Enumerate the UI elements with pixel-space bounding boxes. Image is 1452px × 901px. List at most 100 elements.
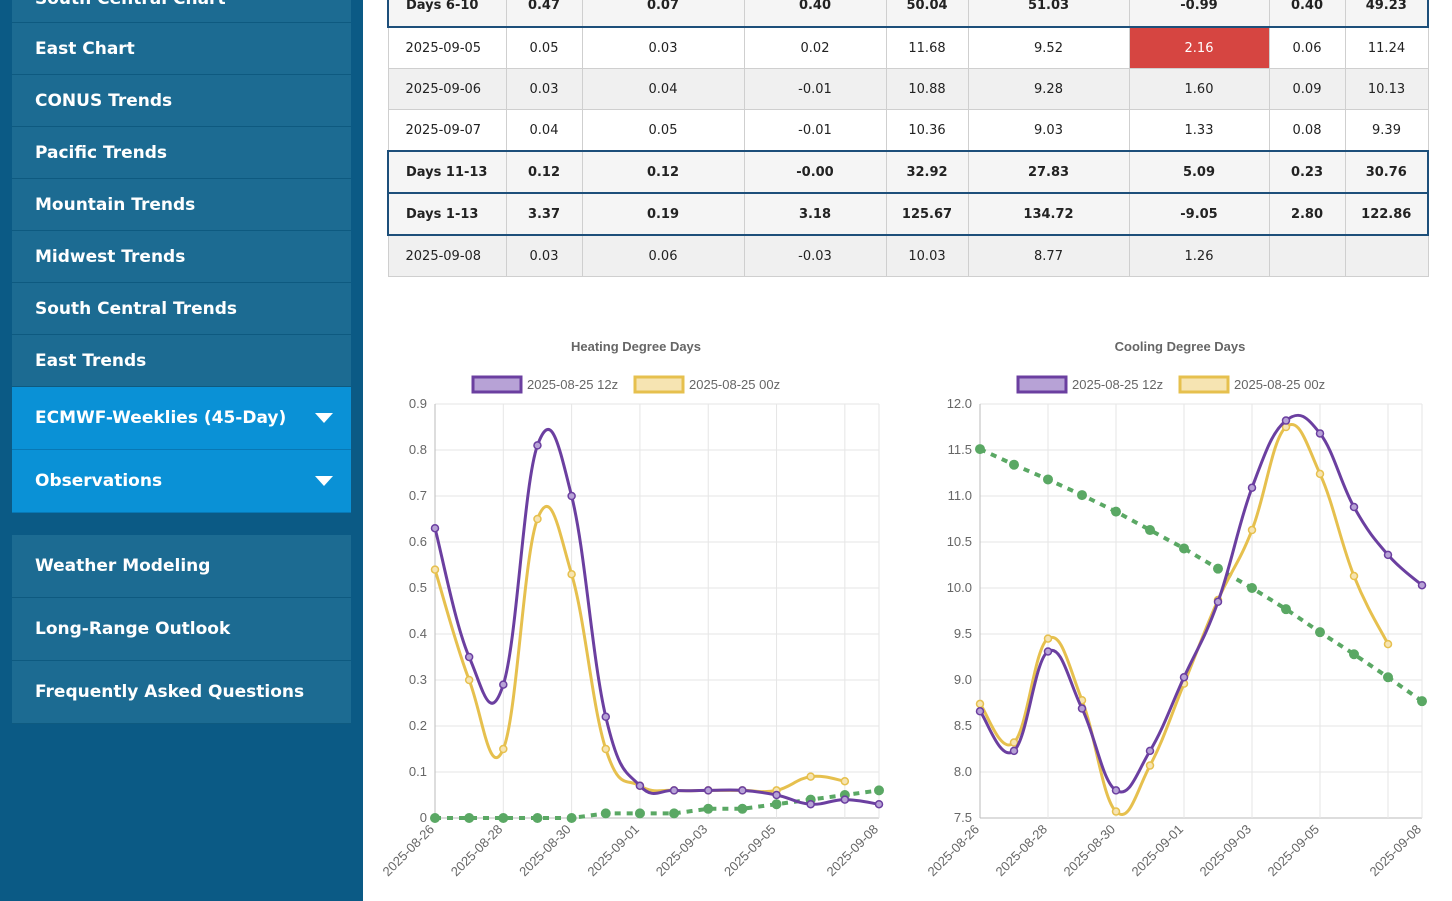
sidebar-item-midwest-trends[interactable]: Midwest Trends [12, 231, 351, 283]
data-point [703, 786, 713, 795]
table-cell: 11.24 [1344, 26, 1429, 69]
sidebar-item-mountain-trends[interactable]: Mountain Trends [12, 179, 351, 231]
x-tick-label: 2025-08-30 [1060, 822, 1118, 880]
sidebar-item-long-range-outlook[interactable]: Long-Range Outlook [12, 598, 351, 661]
table-cell: 0.40 [743, 0, 887, 28]
table-cell: 0.12 [505, 150, 583, 194]
data-point [1247, 483, 1257, 492]
data-point [1179, 672, 1189, 682]
charts-area: Heating Degree Days 2025-08-25 12z 2025-08… [379, 339, 1427, 880]
x-tick-label: 2025-09-03 [653, 822, 711, 880]
table-cell: -0.01 [743, 109, 887, 152]
sidebar-item-weather-modeling[interactable]: Weather Modeling [12, 535, 351, 598]
table-cell: 27.83 [967, 150, 1130, 194]
x-tick-label: 2025-09-05 [721, 822, 779, 880]
data-point [1009, 746, 1019, 756]
data-point [806, 799, 815, 809]
table-cell: -9.05 [1128, 192, 1270, 236]
data-point [600, 808, 611, 819]
sidebar-item-conus-trends[interactable]: CONUS Trends [12, 75, 351, 127]
data-point [1281, 604, 1291, 615]
data-point [772, 790, 781, 800]
x-tick-label: 2025-08-26 [924, 822, 982, 880]
y-tick-label: 8.5 [954, 718, 972, 733]
table-cell: 0.23 [1268, 150, 1346, 194]
sidebar-item-east-trends[interactable]: East Trends [12, 335, 351, 387]
table-cell: 30.76 [1344, 150, 1429, 194]
x-tick-label: 2025-09-05 [1264, 822, 1322, 880]
table-cell: Days 1-13 [387, 192, 507, 236]
x-tick-label: 2025-08-26 [379, 822, 437, 880]
sidebar-item-observations[interactable]: Observations [12, 450, 351, 513]
table-row: Days 1-13 3.37 0.19 3.18 125.67 134.72 -9.05 2.… [387, 192, 1429, 236]
data-point [669, 808, 680, 819]
x-tick-label: 2025-09-01 [1128, 822, 1186, 880]
degree-days-table: Days 6-10 0.47 0.07 0.40 50.04 51.03 -0.99 0.40… [387, 0, 1429, 277]
table-cell: 0.03 [581, 26, 745, 69]
data-point [975, 707, 985, 716]
table-cell: 3.18 [743, 192, 887, 236]
data-point [1111, 786, 1121, 795]
table-cell: 8.77 [967, 234, 1130, 277]
table-cell: -0.99 [1128, 0, 1270, 28]
data-point [498, 813, 509, 823]
y-tick-label: 11.0 [948, 488, 972, 503]
data-point [430, 565, 440, 574]
table-cell: 51.03 [967, 0, 1130, 28]
table-cell: 0.04 [505, 109, 583, 152]
sidebar-item-south-central-chart[interactable]: South Central Chart [12, 0, 351, 23]
chart-title: Heating Degree Days [571, 339, 701, 354]
x-tick-label: 2025-09-08 [823, 822, 881, 880]
sidebar-menu: South Central Chart East Chart CONUS Tre… [12, 0, 351, 513]
main-content: Days 6-10 0.47 0.07 0.40 50.04 51.03 -0.99 0.40… [363, 0, 1452, 901]
x-tick-label: 2025-09-08 [1366, 822, 1424, 880]
data-point [464, 675, 474, 685]
sidebar-item-pacific-trends[interactable]: Pacific Trends [12, 127, 351, 179]
data-point [533, 514, 542, 524]
y-tick-label: 0.6 [409, 534, 427, 549]
data-point [975, 444, 985, 455]
sidebar-item-label: ECMWF-Weeklies (45-Day) [35, 408, 287, 428]
data-point [1077, 490, 1087, 501]
legend-label: 2025-08-25 00z [1234, 377, 1325, 392]
table-cell: 2025-09-08 [387, 234, 507, 277]
table-cell: 125.67 [885, 192, 969, 236]
table-cell: 5.09 [1128, 150, 1270, 194]
data-point [874, 785, 884, 796]
y-tick-label: 9.5 [954, 626, 972, 641]
table-row: 2025-09-06 0.03 0.04 -0.01 10.88 9.28 1.60 0.09… [387, 68, 1429, 110]
data-point [430, 523, 440, 533]
data-point [1043, 474, 1053, 485]
y-tick-label: 0.9 [409, 396, 427, 411]
sidebar-menu-secondary: Weather Modeling Long-Range Outlook Freq… [12, 535, 351, 724]
series-line [435, 788, 880, 820]
y-tick-label: 0.4 [409, 626, 427, 641]
data-point [840, 795, 850, 804]
x-tick-label: 2025-09-01 [584, 822, 642, 880]
data-point [566, 813, 577, 823]
data-point [1111, 506, 1121, 517]
table-cell: 9.28 [967, 68, 1130, 110]
data-point [1383, 672, 1393, 683]
series-line [978, 413, 1423, 794]
data-point [1417, 696, 1427, 707]
data-point [635, 781, 645, 791]
sidebar-item-faq[interactable]: Frequently Asked Questions [12, 661, 351, 724]
table-row: Days 11-13 0.12 0.12 -0.00 32.92 27.83 5.09 0.2… [387, 150, 1429, 194]
y-tick-label: 0.2 [409, 718, 427, 733]
table-cell: 1.26 [1128, 234, 1270, 277]
data-point [1077, 704, 1087, 713]
sidebar-item-south-central-trends[interactable]: South Central Trends [12, 283, 351, 335]
table-cell: Days 6-10 [387, 0, 507, 28]
table-cell: 9.39 [1344, 109, 1429, 152]
table-cell: -0.00 [743, 150, 887, 194]
sidebar-item-east-chart[interactable]: East Chart [12, 23, 351, 75]
legend-label: 2025-08-25 12z [527, 377, 618, 392]
table-cell: 0.03 [505, 234, 583, 277]
data-point [1349, 502, 1359, 512]
legend-swatch [471, 375, 523, 394]
data-point [1145, 761, 1155, 770]
data-point [1349, 571, 1359, 581]
table-cell: 0.19 [581, 192, 745, 236]
sidebar-item-ecmwf-weeklies[interactable]: ECMWF-Weeklies (45-Day) [12, 387, 351, 450]
